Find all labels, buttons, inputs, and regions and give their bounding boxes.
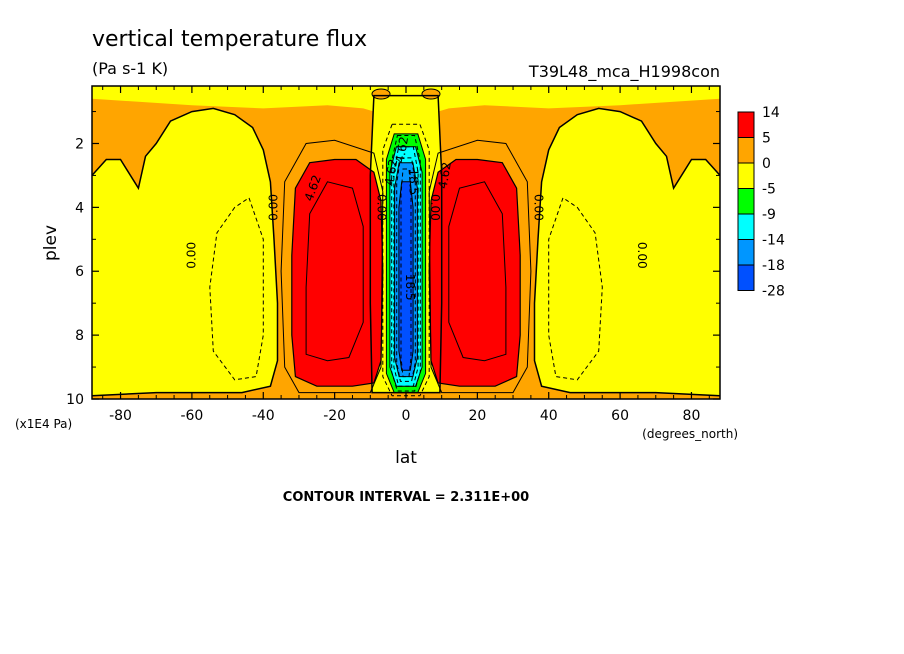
contour-label: 18.5 (403, 274, 417, 301)
orange-spot-south (371, 88, 391, 100)
zero-contour-line (533, 107, 720, 397)
x-tick-label: 60 (611, 408, 629, 424)
colorbar-label: -5 (762, 182, 776, 198)
chart-units: (Pa s-1 K) (92, 59, 168, 78)
contour-label: 4.62 (382, 158, 400, 187)
colorbar-swatch (737, 264, 755, 291)
y-axis-units: (x1E4 Pa) (15, 417, 72, 431)
x-tick-label: 0 (402, 408, 411, 424)
zero-contour-line (92, 107, 279, 397)
colorbar-label: -18 (762, 258, 785, 274)
x-tick-label: -60 (180, 408, 203, 424)
colorbar-label: 14 (762, 105, 780, 121)
negative-contour-line (393, 146, 419, 387)
y-tick-label: 4 (75, 200, 84, 216)
positive-contour-line (305, 181, 364, 362)
yellow-south-lobe (92, 108, 278, 396)
yellow-north-lobe (534, 108, 720, 396)
contour-label: 0.00 (184, 242, 198, 269)
contour-labels: 0.000.004.620.004.624.6218.518.50.004.62… (184, 135, 649, 300)
deep-blue-equator-core (398, 181, 414, 371)
contour-label: 4.62 (393, 135, 411, 164)
experiment-name: T39L48_mca_H1998con (528, 62, 720, 82)
x-tick-label: -20 (323, 408, 346, 424)
y-axis-label: plev (41, 225, 61, 261)
negative-contour-line (548, 197, 603, 381)
y-tick-label: 10 (66, 392, 84, 408)
negative-contour-line (400, 168, 412, 378)
colorbar-label: -14 (762, 233, 785, 249)
filled-contours (92, 86, 720, 399)
y-tick-label: 6 (75, 264, 84, 280)
colorbar-swatch (737, 188, 755, 215)
colorbar-swatch (737, 162, 755, 189)
x-tick-label: 20 (468, 408, 486, 424)
x-tick-label: 40 (540, 408, 558, 424)
negative-contour-line (391, 135, 421, 392)
positive-contour-line (428, 139, 532, 394)
contour-label: 0.00 (266, 194, 280, 221)
y-tick-label: 2 (75, 136, 84, 152)
negative-contour-line (382, 123, 430, 397)
colorbar-label: 0 (762, 156, 771, 172)
positive-contour-line (448, 181, 507, 362)
colorbar-swatch (737, 137, 755, 164)
colorbar: 14 5 0 -5 -9 -14 -18 -28 (737, 105, 785, 300)
x-axis-label: lat (395, 448, 417, 468)
contour-label: 18.5 (407, 168, 421, 195)
negative-contour-line (396, 157, 416, 382)
x-tick-label: -40 (252, 408, 275, 424)
colorbar-swatch (737, 239, 755, 266)
negative-contour-line (209, 197, 264, 381)
colorbar-label: -28 (762, 284, 785, 300)
contour-label: 0.00 (635, 242, 649, 269)
contour-interval: CONTOUR INTERVAL = 2.311E+00 (283, 490, 529, 505)
colorbar-swatch (737, 213, 755, 240)
zero-contour-line (369, 94, 443, 394)
orange-spot-north (421, 88, 441, 100)
contour-label: 0.00 (428, 194, 442, 221)
y-tick-label: 8 (75, 328, 84, 344)
colorbar-label: 5 (762, 131, 771, 147)
x-tick-label: -80 (109, 408, 132, 424)
colorbar-label: -9 (762, 207, 776, 223)
chart-title: vertical temperature flux (92, 27, 367, 52)
contour-label: 0.00 (532, 194, 546, 221)
positive-contour-line (280, 139, 384, 394)
colorbar-swatch (737, 111, 755, 138)
plot-area (91, 85, 721, 400)
x-axis-units: (degrees_north) (642, 427, 738, 441)
contour-label: 4.62 (436, 161, 454, 190)
contour-label: 0.00 (375, 194, 389, 221)
x-tick-label: 80 (683, 408, 701, 424)
axes: -80 -60 -40 -20 0 20 40 60 80 2 4 6 8 10 (66, 86, 720, 424)
